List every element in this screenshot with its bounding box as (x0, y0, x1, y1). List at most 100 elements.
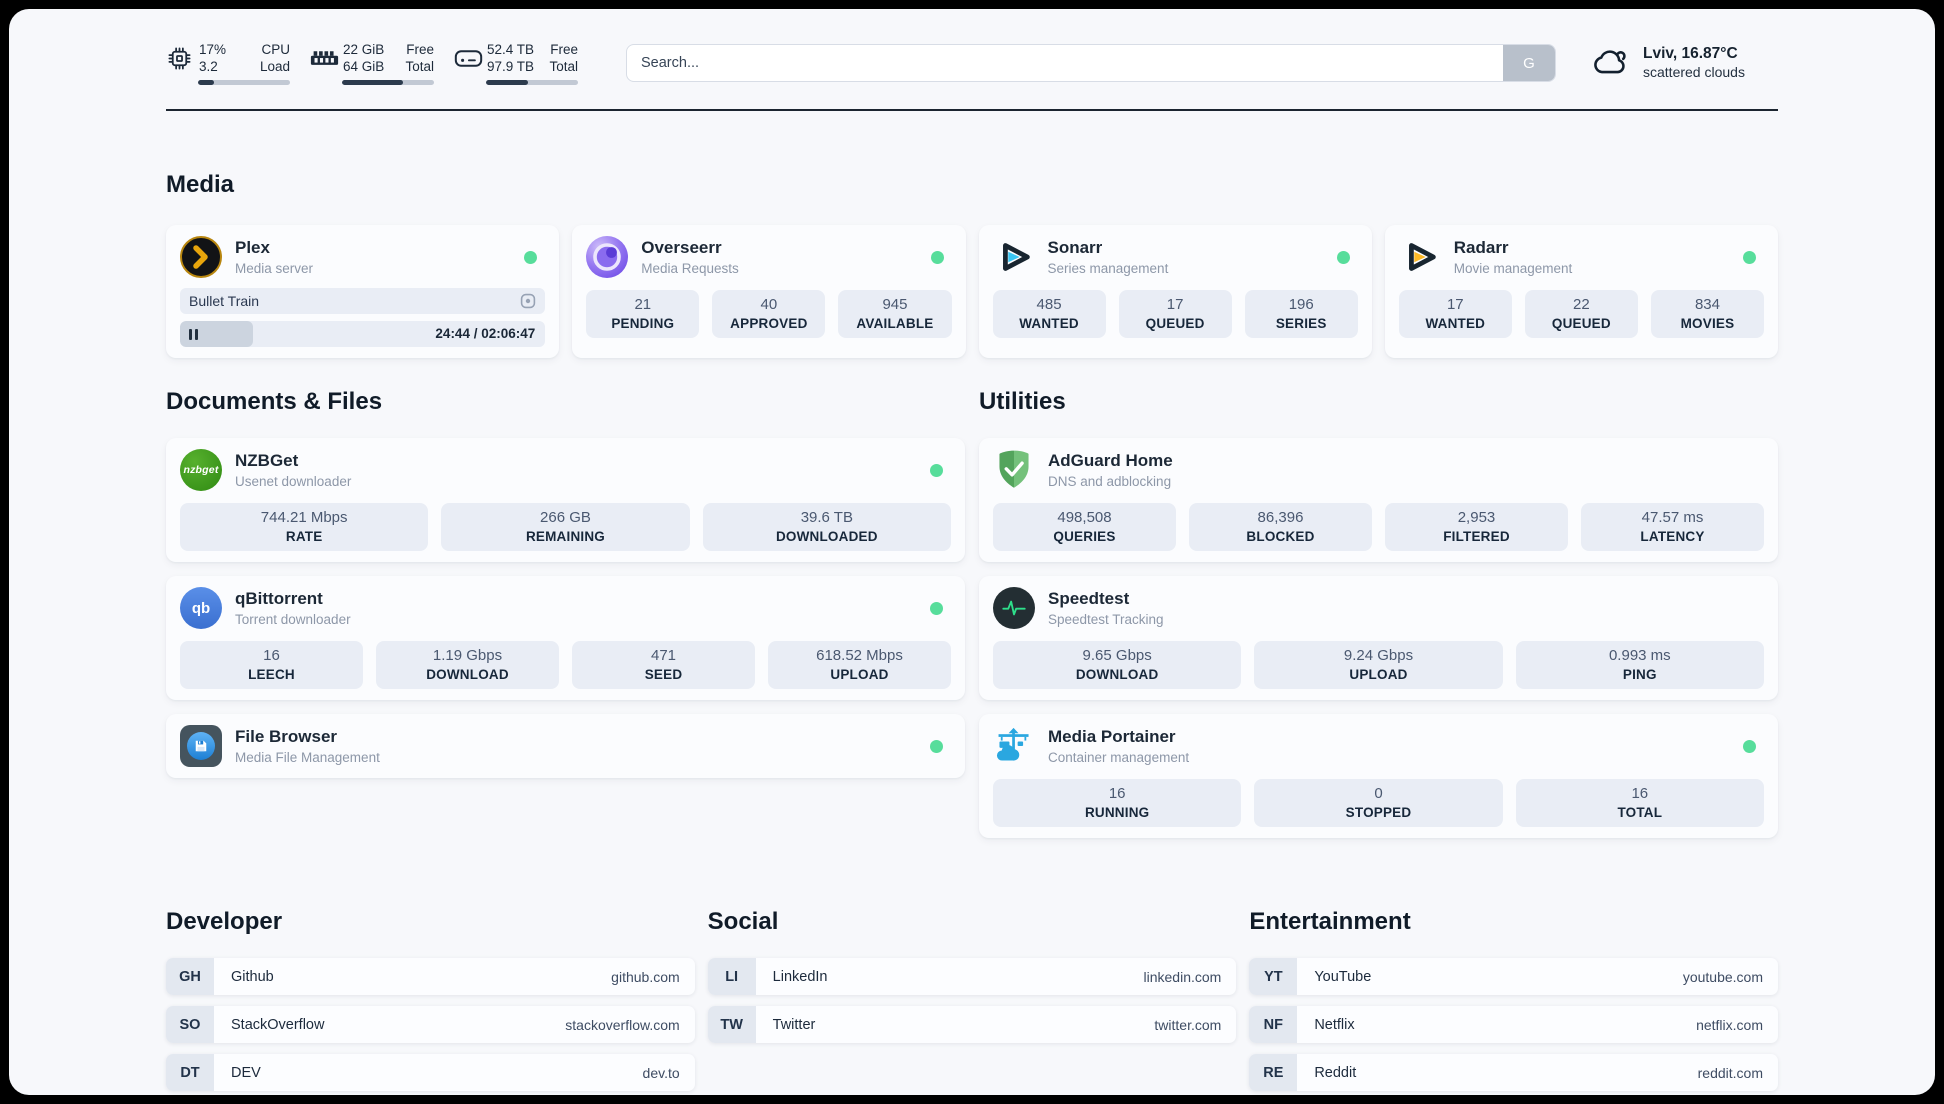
app-card-portainer[interactable]: Media Portainer Container management 16 R… (979, 714, 1778, 838)
app-title: Overseerr (641, 238, 722, 257)
link-tag: LI (707, 958, 756, 995)
memory-stat-widget: 22 GiB 64 GiB Free Total (310, 41, 434, 85)
section-title-developer: Developer (166, 908, 283, 935)
stat-download: 9.65 Gbps DOWNLOAD (993, 641, 1242, 689)
search-submit-button[interactable]: G (1503, 45, 1555, 81)
app-card-nzbget[interactable]: nzbget NZBGet Usenet downloader 744.21 M… (166, 438, 965, 562)
app-description: DNS and adblocking (1048, 474, 1172, 489)
storage-label: Free (550, 42, 578, 57)
app-title: Speedtest (1048, 589, 1130, 608)
stat-movies: 834 MOVIES (1650, 290, 1764, 338)
stat-total: 16 TOTAL (1515, 779, 1764, 827)
link-linkedin[interactable]: LI LinkedIn linkedin.com (707, 958, 1237, 995)
link-tag: GH (166, 958, 214, 995)
stat-remaining: 266 GB REMAINING (441, 503, 690, 551)
stat-queries: 498,508 QUERIES (993, 503, 1176, 551)
app-card-plex[interactable]: Plex Media server Bullet Train (166, 225, 560, 358)
status-dot (930, 463, 943, 477)
stat-series: 196 SERIES (1244, 290, 1358, 338)
link-tag: SO (166, 1006, 214, 1043)
cpu-usage: 17% (199, 42, 227, 57)
storage-free: 52.4 TB (487, 42, 535, 57)
status-dot (930, 601, 943, 615)
status-dot (1743, 739, 1756, 753)
app-description: Movie management (1453, 261, 1573, 276)
stat-running: 16 RUNNING (993, 779, 1242, 827)
link-tag: YT (1249, 958, 1298, 995)
qbittorrent-icon: qb (180, 587, 222, 629)
playback-time: 24:44 / 02:06:47 (435, 326, 536, 341)
cpu-stat-widget: 17% 3.2 CPU Load (166, 41, 290, 85)
stat-wanted: 17 WANTED (1398, 290, 1512, 338)
memory-free: 22 GiB (343, 42, 385, 57)
link-github[interactable]: GH Github github.com (166, 958, 695, 995)
app-card-sonarr[interactable]: Sonarr Series management 485 WANTED 17 QUE… (978, 225, 1372, 358)
media-grid: Plex Media server Bullet Train (166, 225, 1778, 358)
app-description: Container management (1048, 750, 1190, 765)
link-tag: TW (707, 1006, 756, 1043)
memory-label2: Total (405, 59, 434, 74)
storage-progress-bar (486, 80, 578, 85)
overseerr-icon (586, 236, 629, 278)
app-description: Usenet downloader (235, 474, 352, 489)
section-title-media: Media (166, 171, 235, 198)
app-title: Sonarr (1047, 238, 1103, 257)
memory-progress-bar (342, 80, 434, 85)
link-twitter[interactable]: TW Twitter twitter.com (707, 1006, 1237, 1043)
now-playing-title: Bullet Train (189, 293, 260, 309)
app-description: Series management (1047, 261, 1169, 276)
stat-stopped: 0 STOPPED (1254, 779, 1503, 827)
app-description: Torrent downloader (235, 612, 351, 627)
cloud-icon (1590, 44, 1632, 83)
memory-label: Free (406, 42, 434, 57)
stat-blocked: 86,396 BLOCKED (1189, 503, 1372, 551)
link-dev[interactable]: DT DEV dev.to (166, 1054, 695, 1091)
stat-upload: 618.52 Mbps UPLOAD (768, 641, 951, 689)
filebrowser-icon (180, 725, 222, 767)
link-tag: DT (166, 1054, 214, 1091)
section-title-documents: Documents & Files (166, 388, 383, 415)
storage-icon (454, 45, 484, 72)
stat-upload: 9.24 Gbps UPLOAD (1254, 641, 1503, 689)
link-stackoverflow[interactable]: SO StackOverflow stackoverflow.com (166, 1006, 695, 1043)
app-card-overseerr[interactable]: Overseerr Media Requests 21 PENDING 40 APP… (572, 225, 966, 358)
section-title-entertainment: Entertainment (1249, 908, 1411, 935)
stat-filtered: 2,953 FILTERED (1385, 503, 1568, 551)
pause-icon (189, 328, 198, 340)
session-icon (520, 293, 536, 309)
link-tag: RE (1249, 1054, 1298, 1091)
stat-approved: 40 APPROVED (712, 290, 826, 338)
link-reddit[interactable]: RE Reddit reddit.com (1249, 1054, 1778, 1091)
app-card-qbittorrent[interactable]: qb qBittorrent Torrent downloader 16 LEEC… (166, 576, 965, 700)
stat-wanted: 485 WANTED (992, 290, 1106, 338)
link-youtube[interactable]: YT YouTube youtube.com (1249, 958, 1778, 995)
memory-icon (310, 45, 340, 72)
memory-total: 64 GiB (343, 59, 385, 74)
utilities-column: Utilities AdGuard Home DNS and adblocki (979, 388, 1778, 852)
app-title: NZBGet (235, 451, 299, 470)
link-netflix[interactable]: NF Netflix netflix.com (1249, 1006, 1778, 1043)
status-dot (930, 739, 943, 753)
app-description: Media File Management (235, 750, 380, 765)
documents-column: Documents & Files nzbget NZBGet Usenet d… (166, 388, 965, 852)
app-card-adguard[interactable]: AdGuard Home DNS and adblocking 498,508 Q… (979, 438, 1778, 562)
playback-progress-bar[interactable]: 24:44 / 02:06:47 (180, 321, 546, 347)
status-dot (1336, 250, 1350, 264)
stat-queued: 17 QUEUED (1118, 290, 1232, 338)
stat-download: 1.19 Gbps DOWNLOAD (376, 641, 559, 689)
stat-downloaded: 39.6 TB DOWNLOADED (702, 503, 951, 551)
status-dot (1743, 250, 1756, 264)
stat-available: 945 AVAILABLE (838, 290, 952, 338)
stat-rate: 744.21 Mbps RATE (180, 503, 429, 551)
search-input[interactable] (627, 45, 1503, 81)
cpu-label2: Load (259, 59, 290, 74)
app-card-filebrowser[interactable]: File Browser Media File Management (166, 714, 965, 778)
cpu-label: CPU (261, 42, 290, 57)
app-card-speedtest[interactable]: Speedtest Speedtest Tracking 9.65 Gbps DO… (979, 576, 1778, 700)
app-title: Radarr (1453, 238, 1509, 257)
app-card-radarr[interactable]: Radarr Movie management 17 WANTED 22 QUEUE… (1384, 225, 1778, 358)
link-tag: NF (1249, 1006, 1298, 1043)
app-description: Media server (235, 261, 314, 276)
section-title-social: Social (707, 908, 779, 935)
radarr-icon (1399, 236, 1441, 278)
